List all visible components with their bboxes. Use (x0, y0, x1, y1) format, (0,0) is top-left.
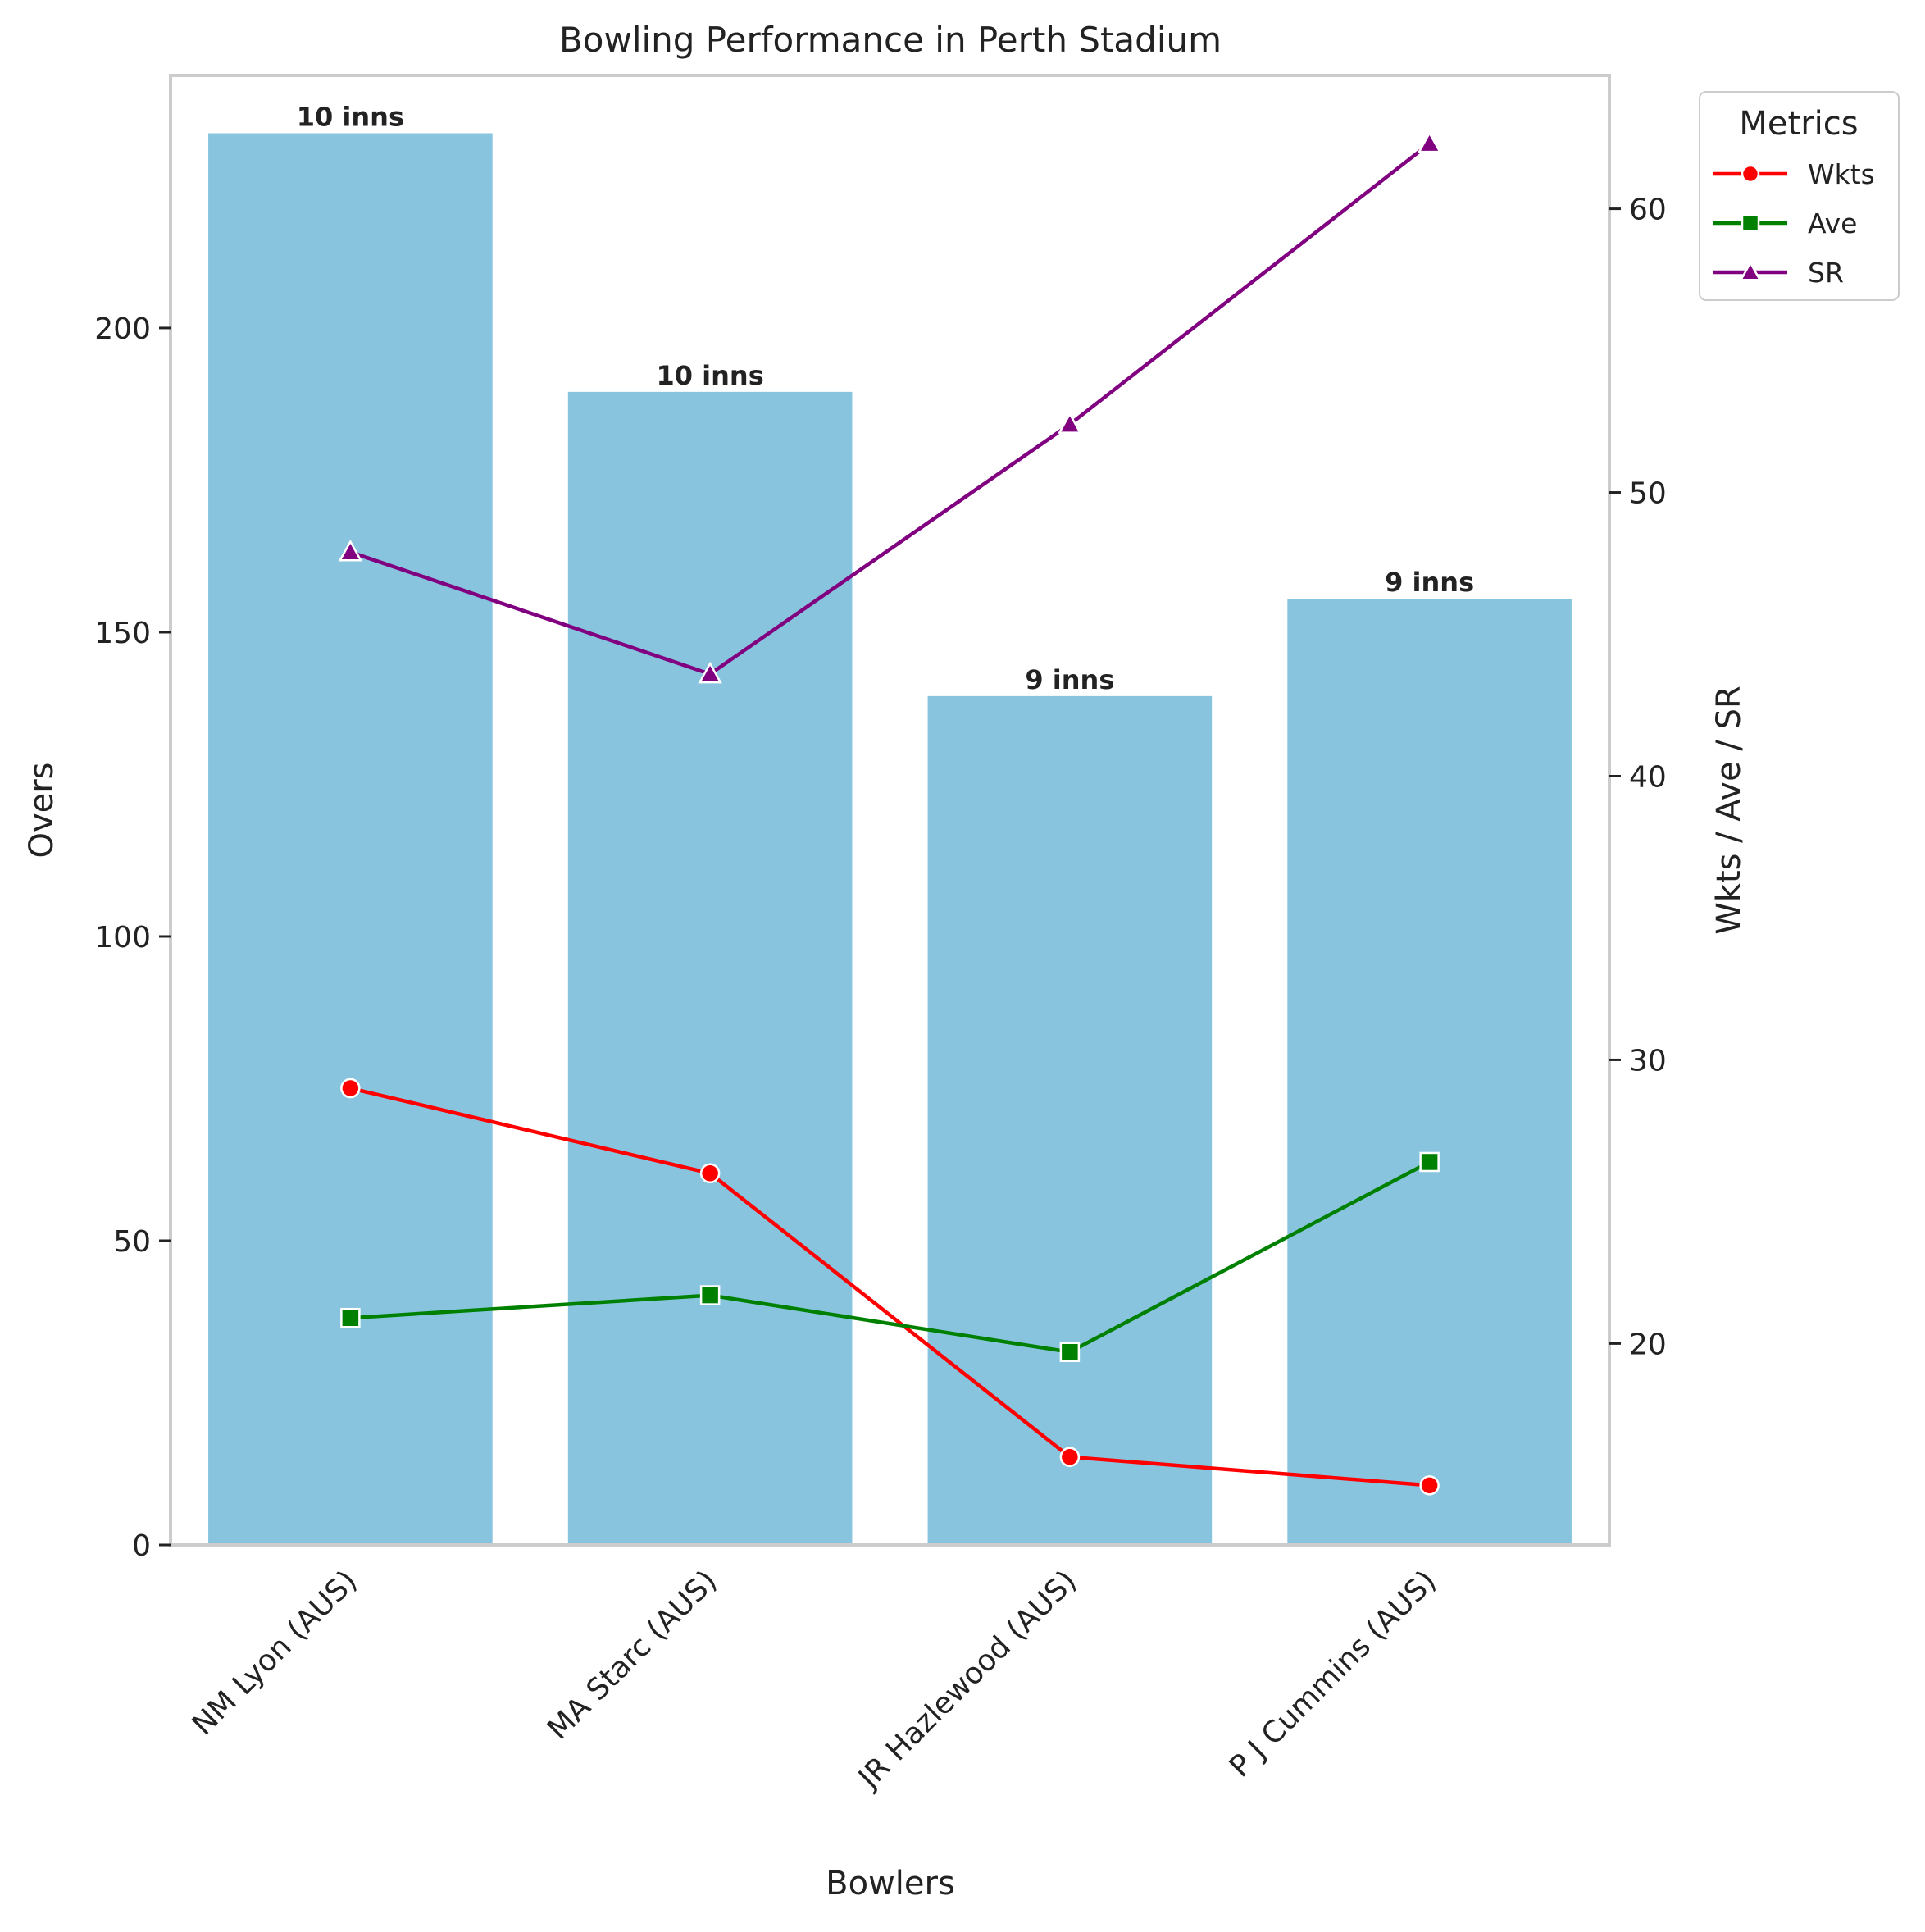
y-axis-left: 0 50 100 150 200 (94, 312, 171, 1563)
legend-marker-wkts (1741, 164, 1760, 184)
series-line-sr (349, 142, 1431, 677)
y-axis-right: 20 30 40 50 60 (1609, 194, 1667, 1361)
x-tick-label-2: MA Starc (AUS) (541, 1564, 723, 1746)
x-tick-label-3: JR Hazlewood (AUS) (851, 1564, 1083, 1796)
bars-layer (208, 133, 1572, 1545)
x-tick-label-4: P J Cummins (AUS) (1223, 1564, 1443, 1784)
bar-label-3: 9 inns (1025, 664, 1114, 695)
point-ave-4 (1419, 1151, 1440, 1173)
plot-frame (169, 74, 1611, 1547)
point-wkts-1 (340, 1078, 361, 1099)
point-ave-3 (1059, 1342, 1081, 1363)
point-ave-2 (699, 1285, 721, 1305)
x-tick-label-1: NM Lyon (AUS) (186, 1564, 364, 1742)
y2-tick-label-40: 40 (1629, 760, 1667, 794)
y2-tick-label-50: 50 (1629, 477, 1667, 511)
series-line-ave (350, 1160, 1431, 1355)
lines-layer (338, 130, 1442, 1496)
legend-marker-sr (1739, 260, 1762, 281)
y2-tick-label-60: 60 (1629, 194, 1667, 227)
bar-4 (1287, 599, 1572, 1545)
legend: Metrics Wkts Ave SR (1699, 91, 1900, 301)
y2-axis-title: Wkts / Ave / SR (1710, 686, 1748, 935)
bar-1 (208, 133, 493, 1545)
legend-label-ave: Ave (1808, 207, 1857, 239)
bar-label-2: 10 inns (657, 360, 764, 391)
point-sr-3 (1058, 412, 1082, 434)
chart-title: Bowling Performance in Perth Stadium (559, 20, 1222, 60)
legend-marker-ave (1741, 213, 1760, 233)
legend-title: Metrics (1739, 105, 1858, 143)
y-tick-label-150: 150 (94, 617, 151, 650)
x-axis: NM Lyon (AUS) MA Starc (AUS) JR Hazlewood … (186, 1564, 1443, 1796)
y-tick-label-0: 0 (132, 1529, 151, 1563)
bar-3 (927, 695, 1213, 1545)
y-tick-label-100: 100 (94, 921, 151, 955)
point-wkts-4 (1419, 1475, 1440, 1496)
point-wkts-3 (1059, 1447, 1081, 1468)
series-line-wkts (349, 1086, 1430, 1488)
y2-tick-label-30: 30 (1629, 1044, 1667, 1078)
bar-labels-layer: 10 inns 10 inns 9 inns 9 inns (297, 101, 1474, 695)
point-wkts-2 (699, 1163, 721, 1184)
y2-tick-label-20: 20 (1629, 1328, 1667, 1361)
bar-label-4: 9 inns (1385, 567, 1474, 598)
bar-label-1: 10 inns (297, 101, 404, 132)
y-tick-label-200: 200 (94, 312, 151, 346)
legend-items: Wkts Ave SR (1713, 158, 1875, 289)
x-axis-title: Bowlers (826, 1865, 955, 1902)
bar-2 (567, 391, 853, 1545)
legend-label-sr: SR (1808, 257, 1844, 289)
point-sr-1 (338, 539, 363, 562)
point-sr-2 (698, 661, 722, 684)
y-tick-label-50: 50 (113, 1225, 151, 1259)
legend-label-wkts: Wkts (1808, 158, 1875, 190)
y-axis-title: Overs (23, 762, 61, 858)
point-ave-1 (340, 1307, 361, 1328)
legend-box (1699, 91, 1900, 301)
point-sr-4 (1417, 130, 1442, 153)
